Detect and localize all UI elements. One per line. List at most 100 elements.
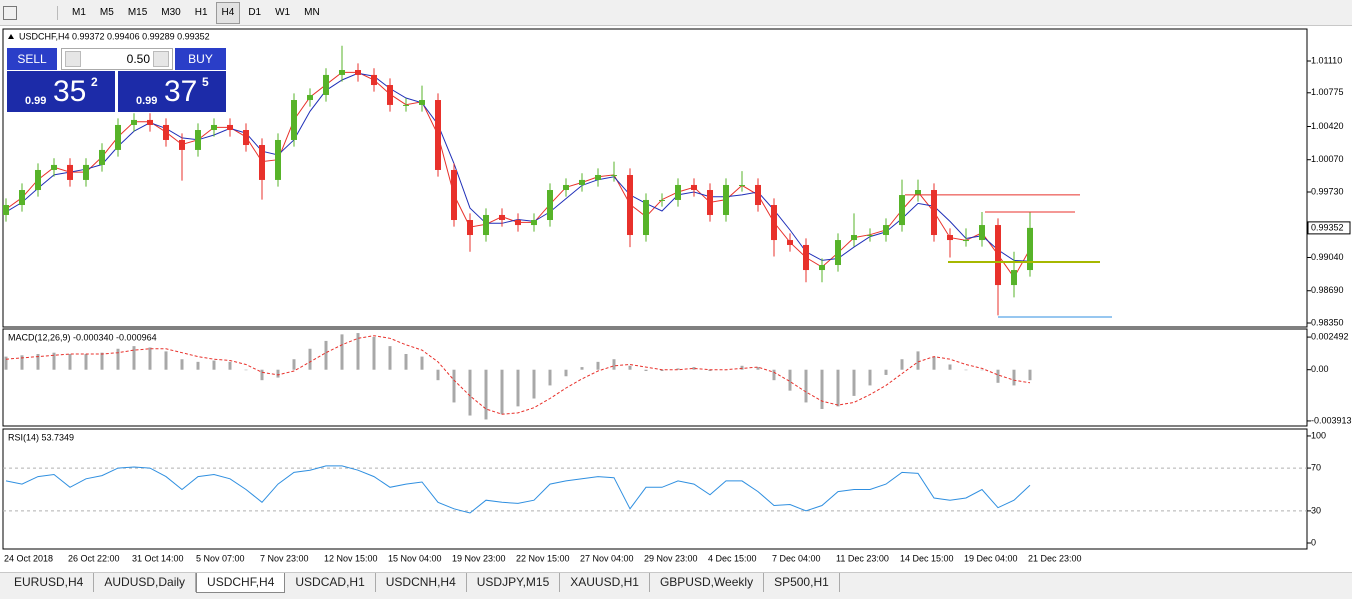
price-pips: 37 [164,75,198,108]
candle-body [179,139,185,150]
y-tick-label: 0.00 [1311,364,1329,374]
macd-bar [36,354,40,370]
lot-down[interactable] [65,51,81,67]
price-prefix: 0.99 [25,95,47,107]
candle-body [499,214,505,221]
candle-body [211,124,217,131]
timeframe-button[interactable]: M15 [127,6,148,18]
timeframe-button[interactable]: H4 [215,1,241,24]
x-tick-label: 7 Dec 04:00 [772,553,821,563]
candle-body [643,199,649,236]
chart-tab[interactable]: EURUSD,H4 [4,573,95,592]
macd-bar [644,369,648,372]
chart-tab[interactable]: USDCHF,H4 [196,573,286,593]
macd-bar [100,352,104,370]
candle-body [707,190,713,215]
macd-bar [884,369,888,375]
rsi-panel [2,428,1308,550]
candle-body [867,235,873,237]
candle-body [819,265,825,271]
timeframe-button[interactable]: M5 [99,6,114,18]
timeframe-button[interactable]: M1 [72,6,86,18]
y-tick-label: 1.00775 [1311,87,1344,97]
x-tick-label: 26 Oct 22:00 [68,553,120,563]
macd-bar [260,369,264,381]
lot-up[interactable] [153,51,169,67]
macd-bar [308,348,312,370]
macd-bar [980,369,984,371]
chart-tab[interactable]: XAUUSD,H1 [560,573,650,592]
macd-bar [340,334,344,370]
macd-bar [676,368,680,370]
x-tick-label: 5 Nov 07:00 [196,553,245,563]
candle-body [547,190,553,221]
macd-bar [756,367,760,370]
y-tick-label: 0 [1311,537,1316,547]
macd-bar [820,369,824,409]
candle-body [979,225,985,241]
toolbar-icon[interactable] [3,5,17,20]
macd-bar [228,361,232,370]
y-tick-label: 0.99040 [1311,252,1344,262]
candle-body [803,244,809,271]
candle-body [307,94,313,101]
macd-bar [4,356,8,370]
macd-bar [868,369,872,386]
macd-bar [804,369,808,403]
macd-bar [484,369,488,420]
timeframe-button[interactable]: M30 [161,6,181,18]
sell-button[interactable]: SELL [7,48,57,70]
macd-bar [404,354,408,370]
macd-bar [916,351,920,370]
macd-bar [564,369,568,377]
candle-body [531,220,537,226]
candle-body [899,195,905,226]
macd-bar [1012,369,1016,386]
candle-body [195,130,201,150]
candle-body [771,205,777,241]
candle-body [659,199,665,201]
macd-panel [2,328,1308,427]
x-tick-label: 15 Nov 04:00 [388,553,442,563]
macd-bar [692,367,696,370]
candle-body [883,225,889,236]
x-tick-label: 24 Oct 2018 [4,553,53,563]
chart-tab[interactable]: USDJPY,M15 [467,573,561,592]
candle-body [995,225,1001,286]
macd-bar [1028,369,1032,381]
price-fraction: 2 [91,75,98,89]
chart-tab[interactable]: SP500,H1 [764,573,840,592]
chart-tab[interactable]: GBPUSD,Weekly [650,573,765,592]
macd-bar [708,369,712,372]
timeframe-button[interactable]: W1 [275,6,291,18]
candle-body [787,240,793,245]
sell-price[interactable]: 0.99 35 2 [7,71,115,112]
candle-body [355,70,361,75]
chart-tab[interactable]: USDCAD,H1 [285,573,376,592]
y-tick-label: 1.00420 [1311,121,1344,131]
timeframe-button[interactable]: D1 [248,6,262,18]
buy-button[interactable]: BUY [175,48,226,70]
macd-bar [596,361,600,370]
toolbar-icon[interactable] [31,5,58,20]
y-tick-label: 100 [1311,430,1326,440]
macd-bar [84,354,88,370]
timeframe-button[interactable]: MN [304,6,320,18]
lot-value: 0.50 [126,52,150,66]
chart-tab[interactable]: USDCNH,H4 [376,573,467,592]
lot-input[interactable]: 0.50 [61,48,173,70]
collapse-icon[interactable] [8,34,14,39]
macd-bar [52,352,56,370]
macd-bar [772,369,776,381]
candle-body [115,124,121,150]
candle-body [723,184,729,215]
rsi-line [5,465,1031,514]
candle-body [227,124,233,131]
y-tick-label: 0.98350 [1311,317,1344,327]
candle-body [963,240,969,242]
chart-tab[interactable]: AUDUSD,Daily [94,573,197,592]
timeframe-button[interactable]: H1 [194,6,208,18]
y-tick-label: 70 [1311,462,1321,472]
x-tick-label: 22 Nov 15:00 [516,553,570,563]
buy-price[interactable]: 0.99 37 5 [118,71,226,112]
